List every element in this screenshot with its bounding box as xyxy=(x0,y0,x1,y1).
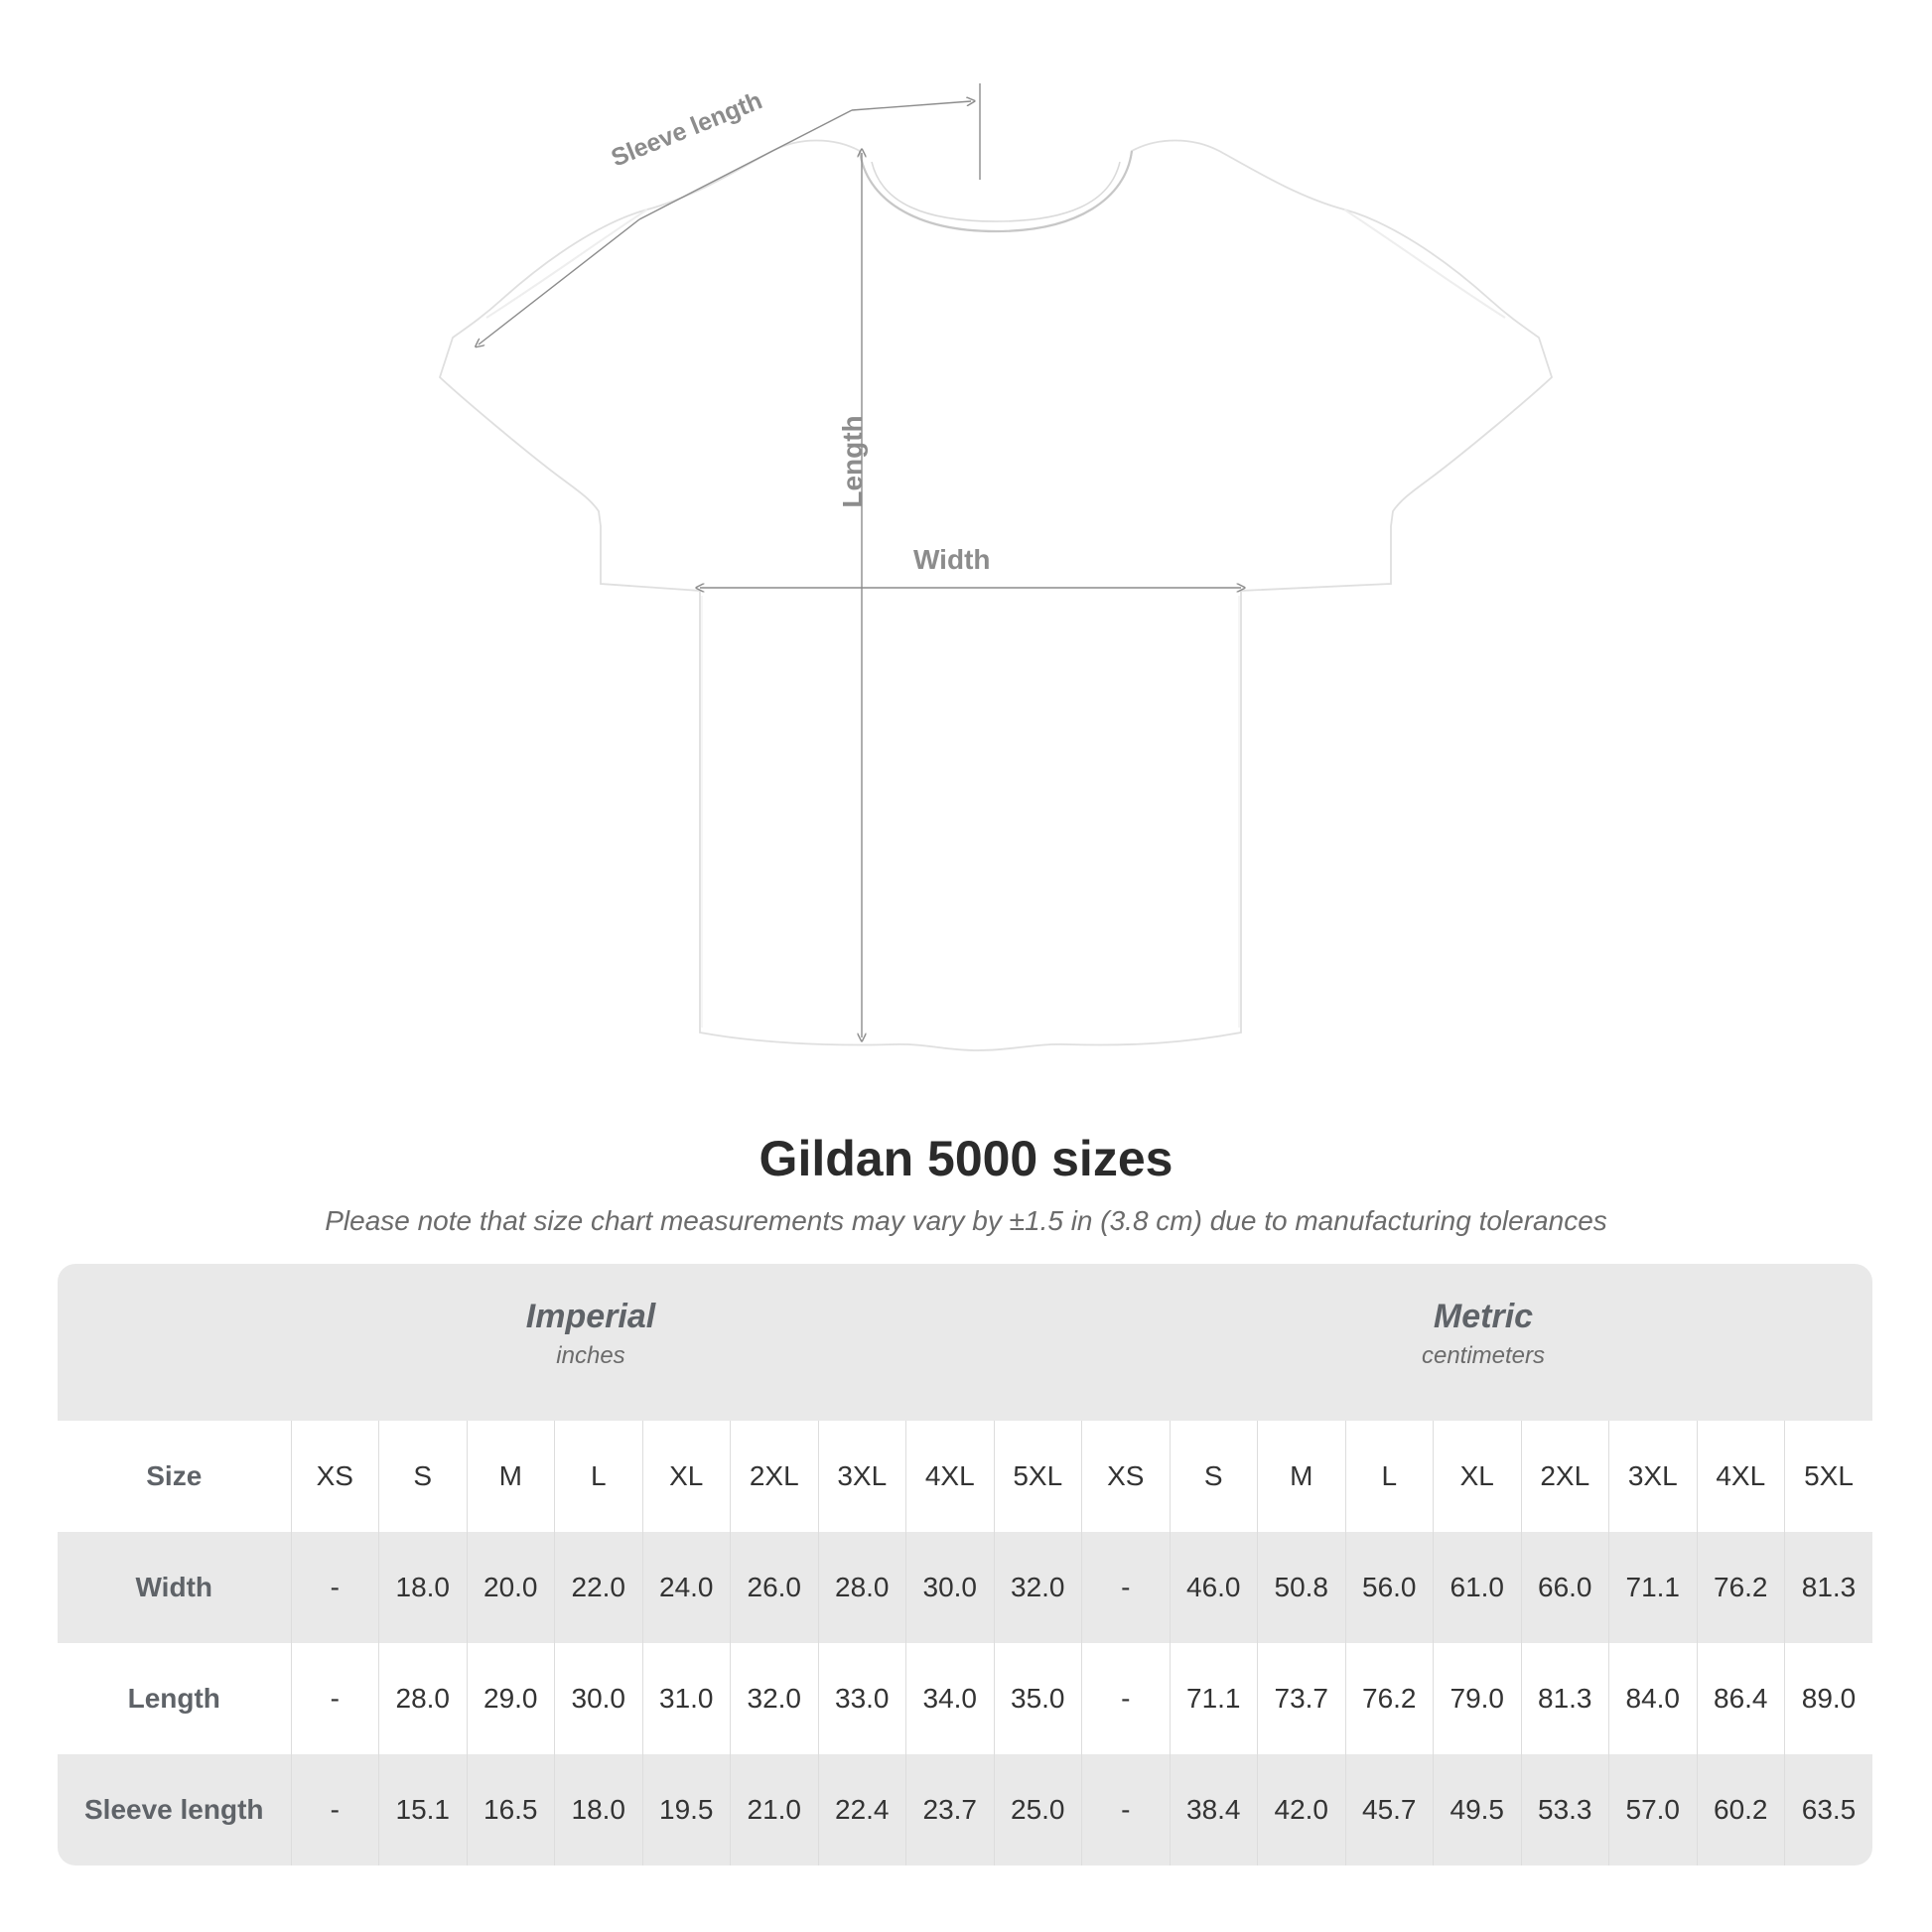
svg-text:Width: Width xyxy=(913,544,991,575)
svg-text:Sleeve length: Sleeve length xyxy=(608,86,766,172)
svg-text:Length: Length xyxy=(837,415,868,507)
